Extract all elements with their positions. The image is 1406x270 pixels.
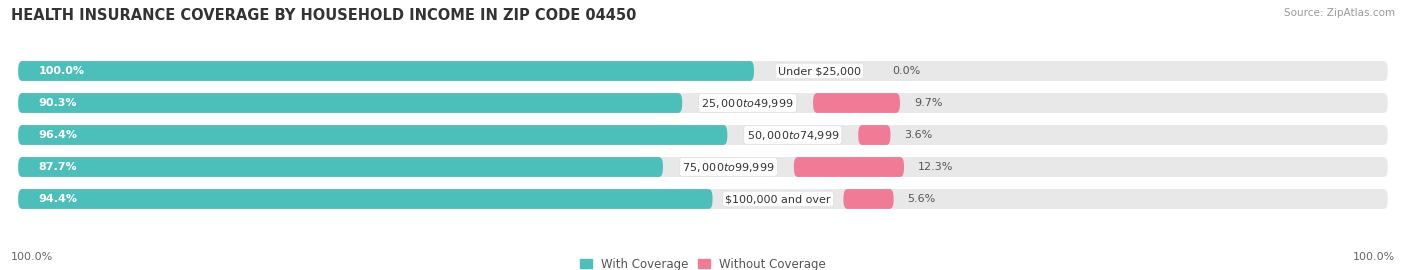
- Text: $50,000 to $74,999: $50,000 to $74,999: [747, 129, 839, 141]
- Text: 94.4%: 94.4%: [39, 194, 77, 204]
- FancyBboxPatch shape: [18, 61, 754, 81]
- FancyBboxPatch shape: [18, 125, 1388, 145]
- Text: HEALTH INSURANCE COVERAGE BY HOUSEHOLD INCOME IN ZIP CODE 04450: HEALTH INSURANCE COVERAGE BY HOUSEHOLD I…: [11, 8, 637, 23]
- FancyBboxPatch shape: [794, 157, 904, 177]
- FancyBboxPatch shape: [18, 93, 682, 113]
- Text: 12.3%: 12.3%: [918, 162, 953, 172]
- Text: 100.0%: 100.0%: [11, 252, 53, 262]
- FancyBboxPatch shape: [18, 189, 1388, 209]
- Text: Source: ZipAtlas.com: Source: ZipAtlas.com: [1284, 8, 1395, 18]
- Text: 100.0%: 100.0%: [39, 66, 84, 76]
- Text: $25,000 to $49,999: $25,000 to $49,999: [702, 96, 794, 110]
- Legend: With Coverage, Without Coverage: With Coverage, Without Coverage: [579, 258, 827, 270]
- Text: 100.0%: 100.0%: [1353, 252, 1395, 262]
- FancyBboxPatch shape: [813, 93, 900, 113]
- Text: 3.6%: 3.6%: [904, 130, 932, 140]
- FancyBboxPatch shape: [18, 61, 1388, 81]
- Text: 87.7%: 87.7%: [39, 162, 77, 172]
- Text: 5.6%: 5.6%: [907, 194, 935, 204]
- Text: $75,000 to $99,999: $75,000 to $99,999: [682, 160, 775, 174]
- FancyBboxPatch shape: [858, 125, 890, 145]
- Text: 9.7%: 9.7%: [914, 98, 942, 108]
- FancyBboxPatch shape: [844, 189, 894, 209]
- FancyBboxPatch shape: [18, 157, 664, 177]
- FancyBboxPatch shape: [18, 125, 727, 145]
- FancyBboxPatch shape: [18, 157, 1388, 177]
- FancyBboxPatch shape: [18, 93, 1388, 113]
- Text: Under $25,000: Under $25,000: [778, 66, 860, 76]
- Text: 0.0%: 0.0%: [891, 66, 920, 76]
- Text: 96.4%: 96.4%: [39, 130, 77, 140]
- FancyBboxPatch shape: [18, 189, 713, 209]
- Text: $100,000 and over: $100,000 and over: [725, 194, 831, 204]
- Text: 90.3%: 90.3%: [39, 98, 77, 108]
